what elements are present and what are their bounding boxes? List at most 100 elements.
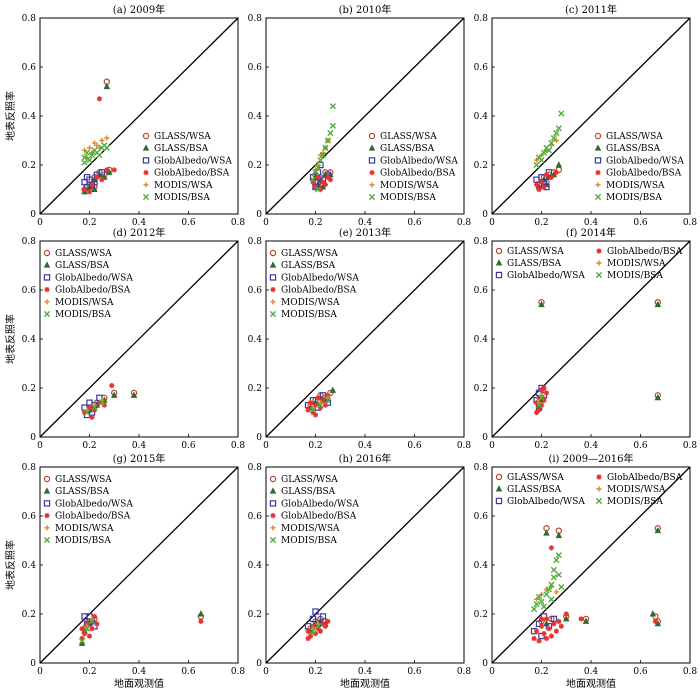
data-point [317,402,324,409]
data-point [310,179,316,185]
x-tick-label: 0.8 [457,667,472,677]
legend-marker [596,248,602,254]
legend: GLASS/WSA GLASS/BSA GlobAlbedo/WSA GlobAlbe… [142,132,232,203]
legend-marker [44,299,50,305]
data-point [543,635,550,642]
legend-marker [368,144,376,151]
legend-label: GLASS/WSA [281,249,338,259]
data-point [86,405,93,411]
data-point [582,617,590,624]
legend-label: MODIS/BSA [281,536,337,546]
legend-label: GlobAlbedo/BSA [154,169,230,179]
reference-line [39,17,239,215]
y-tick-label: 0 [30,433,36,443]
data-point [317,628,324,634]
chart-panel: 000.20.20.40.40.60.60.80.8(h) 2016年GLASS… [248,452,472,690]
data-point [79,635,85,642]
data-point [103,144,110,151]
legend-marker [44,287,50,293]
legend-marker [43,249,51,257]
legend-label: MODIS/BSA [380,193,436,203]
legend-marker [595,182,601,188]
y-tick-label: 0.4 [474,112,489,122]
x-tick-label: 0 [263,218,269,228]
data-point [94,621,100,627]
data-point [325,618,331,624]
x-tick-label: 0.4 [358,218,373,228]
data-point [91,404,98,411]
data-point [538,387,545,394]
panel-title: (g) 2015年 [113,452,166,465]
legend-label: GlobAlbedo/WSA [55,273,133,283]
legend-label: MODIS/WSA [380,181,439,191]
legend-marker [596,474,602,480]
legend-marker [368,157,376,164]
legend-marker [269,261,277,268]
legend-label: MODIS/WSA [607,485,666,495]
data-point [533,628,540,634]
legend-label: GLASS/BSA [154,144,209,154]
legend-label: GLASS/WSA [380,132,437,142]
data-point [83,625,91,632]
chart-panel: 00 0.2 0.2 0.4 0.4 0.6 0.6 0.8 0.8 (c) 2011年 GLASS… [474,3,698,228]
data-point [103,82,111,90]
data-point [322,623,328,629]
reference-line [39,466,239,664]
x-tick-label: 0.4 [132,441,147,451]
data-point [553,130,560,137]
legend-label: GlobAlbedo/WSA [154,156,232,166]
y-tick-label: 0.2 [248,161,262,171]
legend-marker [369,170,375,176]
data-point [541,184,547,190]
legend-label: GlobAlbedo/WSA [281,499,359,509]
data-point [556,618,562,624]
data-point [558,623,564,629]
plot-frame [491,240,691,438]
legend-label: GLASS/BSA [55,261,110,271]
y-tick-label: 0.4 [248,335,263,345]
legend: GLASS/WSA GLASS/BSA GlobAlbedo/WSA GlobAlbe… [269,249,359,320]
data-point [652,618,658,624]
data-point [111,167,117,173]
x-axis-label: 地面观测值 [114,677,164,690]
legend-label: GLASS/WSA [154,132,211,142]
data-point [96,96,102,102]
data-point [96,400,102,406]
data-point [83,174,91,181]
y-tick-label: 0 [256,433,262,443]
legend-marker [594,193,602,201]
x-tick-label: 0.8 [457,441,472,451]
chart-panel: 000.20.20.40.40.60.60.80.8(f) 2014年GLASS… [474,226,698,451]
data-point [320,621,326,627]
x-tick-label: 0.6 [181,441,196,451]
plot-frame [491,466,691,664]
x-tick-label: 0 [263,441,269,451]
data-point [317,157,324,164]
legend-label: GlobAlbedo/WSA [606,156,684,166]
y-tick-label: 0.8 [22,463,37,473]
reference-line [265,466,465,664]
legend-marker [142,144,150,151]
data-point [322,402,328,408]
data-point [545,586,553,593]
legend-marker [269,500,277,507]
legend-label: MODIS/BSA [607,271,663,281]
y-tick-label: 0.6 [248,63,263,73]
legend-marker [495,271,503,279]
legend-marker [270,287,276,293]
legend-marker [595,497,603,505]
legend-label: GLASS/BSA [281,487,336,497]
panel-title: (i) 2009—2016年 [548,452,633,465]
data-point [197,610,205,617]
y-tick-label: 0.4 [22,561,37,571]
y-tick-label: 0.4 [248,561,263,571]
legend-marker [43,487,51,494]
legend-marker [495,485,503,492]
data-point [533,161,540,169]
data-point [309,615,317,623]
x-tick-label: 0.2 [534,441,548,451]
data-point [91,613,98,620]
panel-title: (b) 2010年 [339,3,392,16]
x-tick-label: 0.2 [82,667,96,677]
y-axis-label: 地表反照率 [4,314,17,364]
